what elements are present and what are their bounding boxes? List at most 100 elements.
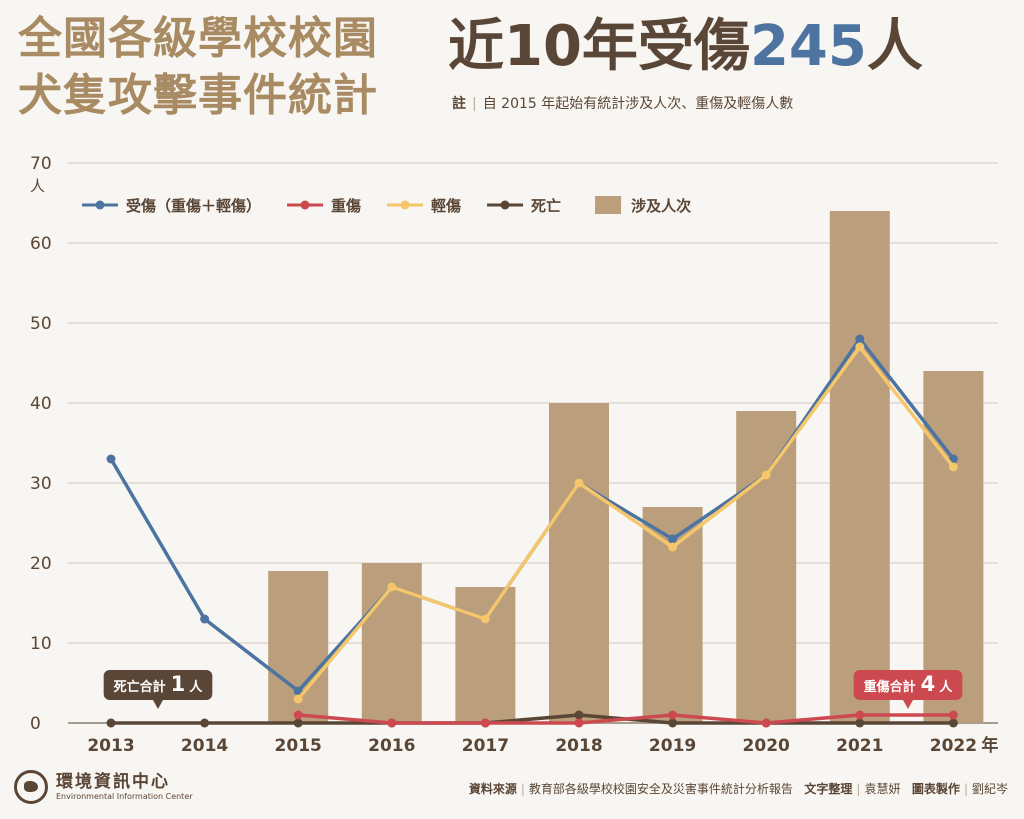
y-tick-label: 70 — [30, 154, 52, 174]
legend-swatch-point — [500, 200, 510, 210]
annotation-box — [853, 670, 963, 700]
legend-swatch-point — [95, 200, 105, 210]
legend-label: 死亡 — [531, 197, 561, 215]
x-tick-label: 2017 — [462, 736, 509, 756]
y-tick-label: 60 — [30, 234, 52, 254]
x-tick-label: 2016 — [368, 736, 415, 756]
x-tick-label: 2015 — [275, 736, 322, 756]
series-point-3-2016 — [387, 582, 397, 592]
legend-swatch-point — [400, 200, 410, 210]
source-text: 教育部各級學校校園安全及災害事件統計分析報告 — [528, 782, 793, 796]
series-point-3-2015 — [293, 694, 303, 704]
y-tick-label: 30 — [30, 474, 52, 494]
org-logo: 環境資訊中心 Environmental Information Center — [14, 770, 193, 804]
chart-title-line2: 犬隻攻擊事件統計 — [18, 70, 378, 121]
org-name-en: Environmental Information Center — [56, 792, 193, 801]
credits: 資料來源 | 教育部各級學校校園安全及災害事件統計分析報告 文字整理 | 袁慧妍 圖表製… — [468, 782, 1008, 796]
annotation-box — [103, 670, 213, 700]
series-point-1-2022 — [948, 710, 958, 720]
series-point-2-2014 — [200, 614, 210, 624]
x-tick-label: 2018 — [555, 736, 602, 756]
series-point-3-2020 — [761, 470, 771, 480]
series-point-0-2021 — [855, 718, 865, 728]
legend-label: 涉及人次 — [631, 197, 691, 215]
annotation-label: 重傷合計 — [864, 679, 916, 695]
series-line-1 — [298, 713, 954, 725]
note-label: 註 — [452, 96, 466, 112]
headline-suffix: 人 — [866, 14, 923, 79]
org-name-zh: 環境資訊中心 — [56, 772, 170, 792]
series-point-3-2019 — [668, 542, 678, 552]
designer-label: 圖表製作 — [911, 782, 960, 796]
series-point-0-2015 — [293, 718, 303, 728]
y-tick-label: 50 — [30, 314, 52, 334]
bar-2017 — [455, 587, 516, 723]
y-tick-label: 0 — [30, 714, 41, 734]
annotation-callout: 死亡合計 1 人 — [103, 670, 213, 709]
headline-prefix: 近10年受傷 — [448, 14, 750, 79]
series-point-1-2018 — [574, 718, 584, 728]
headline: 近10年受傷245人 — [448, 14, 923, 80]
x-axis-unit: 年 — [981, 735, 998, 756]
bar-2021 — [829, 211, 890, 723]
subtitle-note: 註 | 自 2015 年起始有統計涉及人次、重傷及輕傷人數 — [452, 93, 793, 113]
series-point-1-2016 — [387, 718, 397, 728]
series-point-1-2019 — [668, 710, 678, 720]
x-tick-label: 2020 — [743, 736, 790, 756]
y-tick-label: 40 — [30, 394, 52, 414]
y-axis-unit: 人 — [30, 177, 45, 195]
bar-2020 — [736, 411, 797, 723]
source-label: 資料來源 — [468, 782, 517, 796]
annotation-pointer — [903, 700, 913, 709]
x-tick-label: 2022 — [930, 736, 977, 756]
series-point-0-2022 — [948, 718, 958, 728]
series-point-0-2019 — [668, 718, 678, 728]
annotation-label: 死亡合計 — [114, 679, 166, 695]
annotation-number: 1 — [171, 672, 186, 696]
note-text: 自 2015 年起始有統計涉及人次、重傷及輕傷人數 — [482, 96, 794, 112]
legend-label: 輕傷 — [431, 197, 461, 215]
legend-label: 重傷 — [331, 197, 361, 215]
x-tick-label: 2019 — [649, 736, 696, 756]
series-point-2-2022 — [948, 454, 958, 464]
series-line-3 — [296, 345, 955, 701]
y-tick-label: 10 — [30, 634, 52, 654]
series-point-1-2015 — [293, 710, 303, 720]
series-point-0-2013 — [106, 718, 116, 728]
note-divider: | — [472, 96, 477, 112]
x-tick-label: 2021 — [836, 736, 883, 756]
annotation-unit: 人 — [189, 679, 203, 695]
x-tick-label: 2013 — [87, 736, 134, 756]
x-tick-label: 2014 — [181, 736, 228, 756]
series-point-2-2013 — [106, 454, 116, 464]
legend-swatch-bar — [595, 196, 622, 214]
series-point-3-2018 — [574, 478, 584, 488]
designer-name: 劉紀岑 — [971, 782, 1008, 796]
annotation-unit: 人 — [939, 679, 953, 695]
annotation-callout: 重傷合計 4 人 — [853, 670, 963, 709]
series-point-1-2021 — [855, 710, 865, 720]
legend-swatch-point — [300, 200, 310, 210]
editor-label: 文字整理 — [804, 782, 853, 796]
series-point-2-2015 — [293, 686, 303, 696]
annotation-pointer — [153, 700, 163, 709]
bar-2018 — [549, 403, 609, 723]
chart-title: 全國各級學校校園 犬隻攻擊事件統計 — [18, 10, 378, 124]
annotation-number: 4 — [921, 672, 936, 696]
chart-title-line1: 全國各級學校校園 — [18, 13, 378, 64]
bar-2022 — [923, 371, 984, 723]
series-point-3-2022 — [948, 462, 958, 472]
legend-label: 受傷（重傷＋輕傷） — [126, 197, 261, 215]
editor-name: 袁慧妍 — [864, 782, 901, 796]
series-line-0 — [111, 713, 954, 725]
series-point-3-2021 — [855, 342, 865, 352]
globe-icon — [14, 770, 48, 804]
series-point-0-2014 — [200, 718, 210, 728]
series-point-3-2017 — [480, 614, 490, 624]
y-tick-label: 20 — [30, 554, 52, 574]
series-point-1-2017 — [480, 718, 490, 728]
headline-number: 245 — [749, 14, 867, 79]
series-point-1-2020 — [761, 718, 771, 728]
series-point-2-2019 — [668, 534, 678, 544]
